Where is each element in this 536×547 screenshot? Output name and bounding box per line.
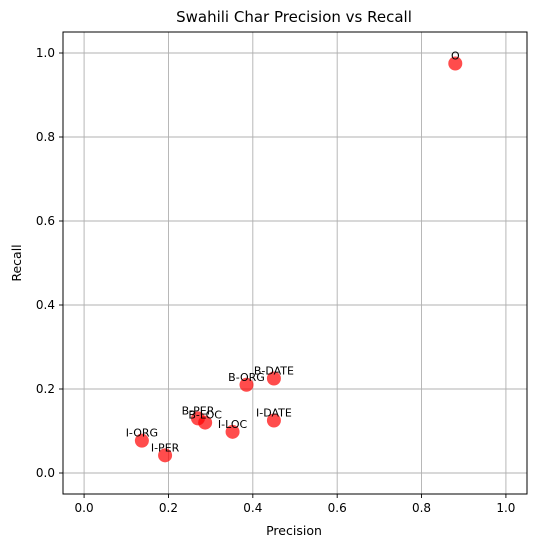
x-tick-label: 0.8 — [412, 501, 431, 515]
y-tick-label: 0.0 — [36, 466, 55, 480]
y-axis-label: Recall — [9, 244, 24, 281]
data-point — [448, 56, 463, 71]
x-tick-label: 1.0 — [496, 501, 515, 515]
data-point — [266, 371, 281, 386]
x-tick-label: 0.2 — [159, 501, 178, 515]
point-label: I-LOC — [218, 418, 248, 431]
y-tick-label: 0.4 — [36, 298, 55, 312]
y-tick-label: 0.6 — [36, 214, 55, 228]
data-point — [225, 424, 240, 439]
data-point — [266, 413, 281, 428]
x-tick-label: 0.4 — [243, 501, 262, 515]
y-tick-label: 0.2 — [36, 382, 55, 396]
point-label: I-ORG — [126, 427, 158, 440]
point-label: B-DATE — [254, 365, 294, 378]
x-axis-ticks: 0.0 0.2 0.4 0.6 0.8 1.0 — [75, 494, 515, 515]
x-axis-label: Precision — [266, 523, 322, 538]
y-tick-label: 0.8 — [36, 130, 55, 144]
point-label: O — [451, 50, 460, 63]
data-point — [158, 448, 173, 463]
point-label: B-LOC — [188, 409, 222, 422]
data-point — [134, 433, 149, 448]
chart-title: Swahili Char Precision vs Recall — [176, 8, 412, 26]
grid-lines — [63, 32, 527, 494]
point-label: I-DATE — [256, 407, 292, 420]
data-points — [134, 56, 463, 463]
data-point — [198, 415, 213, 430]
plot-frame — [62, 31, 528, 495]
point-label: I-PER — [151, 441, 180, 454]
y-axis-ticks: 0.0 0.2 0.4 0.6 0.8 1.0 — [36, 46, 63, 480]
data-point — [239, 377, 254, 392]
x-tick-label: 0.0 — [75, 501, 94, 515]
point-label: B-PER — [182, 404, 215, 417]
y-tick-label: 1.0 — [36, 46, 55, 60]
x-tick-label: 0.6 — [328, 501, 347, 515]
point-label: B-ORG — [228, 371, 265, 384]
